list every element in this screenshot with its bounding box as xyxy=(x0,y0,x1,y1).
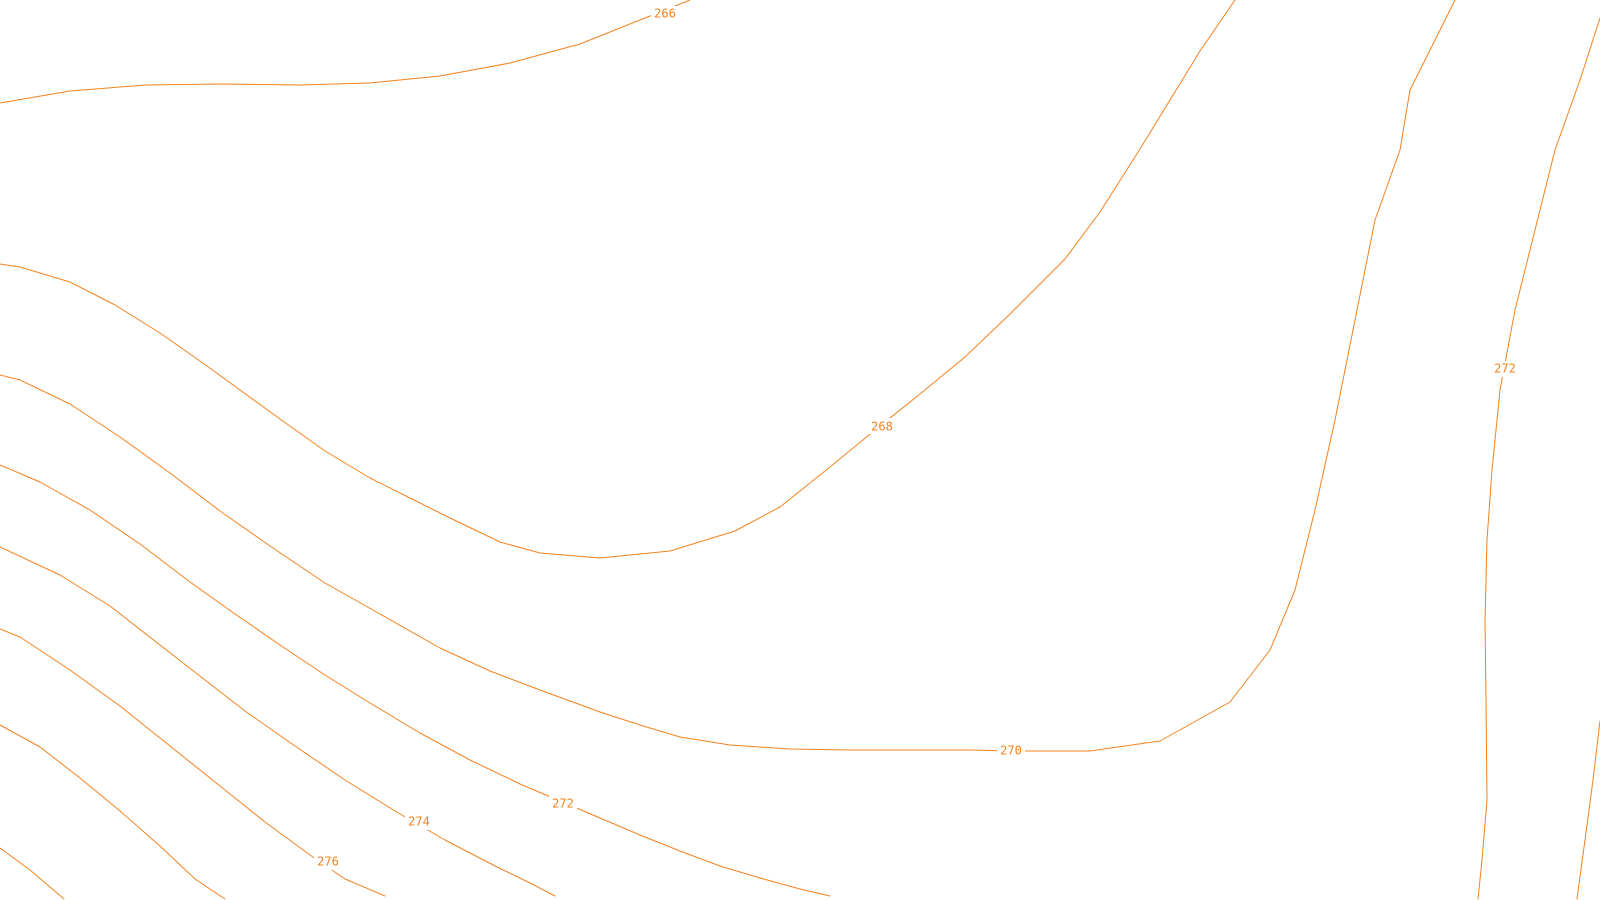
contour-274-east xyxy=(1576,720,1600,900)
contour-272-east: 272 xyxy=(1477,17,1600,900)
contour-270-west-label-bg xyxy=(997,742,1025,758)
contour-274-east-line xyxy=(1576,720,1600,900)
contour-272-east-label-bg xyxy=(1491,361,1519,377)
contour-272-west: 272 xyxy=(0,464,831,897)
contour-276-label: 276 xyxy=(317,855,339,869)
contour-270-west-line xyxy=(0,0,1456,752)
contour-266-line xyxy=(0,0,691,104)
contour-266: 266 xyxy=(0,0,691,104)
contour-268-label: 268 xyxy=(871,420,893,434)
contour-274-label-bg xyxy=(405,814,433,830)
contour-268: 268 xyxy=(0,0,1236,559)
contour-278 xyxy=(0,724,226,900)
contour-276: 276 xyxy=(0,628,386,897)
contour-266-label-bg xyxy=(651,6,679,22)
contour-280-fragment-line xyxy=(0,847,65,900)
contour-270-west-label: 270 xyxy=(1000,744,1022,758)
contour-272-east-line xyxy=(1477,17,1600,900)
contour-272-east-label: 272 xyxy=(1494,362,1516,376)
contour-266-label: 266 xyxy=(654,7,676,21)
contour-276-label-bg xyxy=(314,854,342,870)
contour-278-line xyxy=(0,724,226,900)
contour-270-west: 270 xyxy=(0,0,1456,758)
contour-272-west-label-bg xyxy=(549,796,577,812)
contour-274: 274 xyxy=(0,546,556,897)
contour-280-fragment xyxy=(0,847,65,900)
contour-274-line xyxy=(0,546,556,897)
contour-268-label-bg xyxy=(868,418,896,434)
contour-268-line xyxy=(0,0,1236,559)
contour-274-label: 274 xyxy=(408,815,430,829)
contour-272-west-line xyxy=(0,464,831,897)
contour-272-west-label: 272 xyxy=(552,797,574,811)
